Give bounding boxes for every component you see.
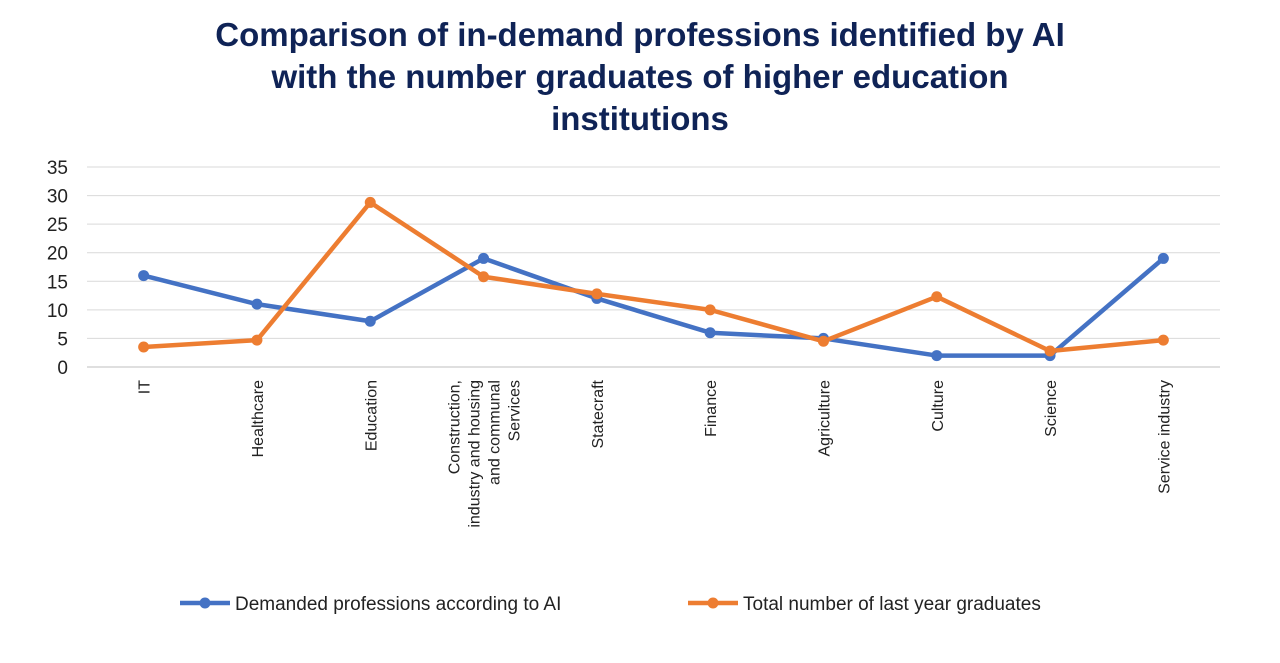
chart-title-line-1: Comparison of in-demand professions iden… xyxy=(215,16,1065,53)
data-point xyxy=(251,334,263,346)
data-point xyxy=(704,304,716,316)
data-point xyxy=(364,196,376,208)
x-tick-label: Service industry xyxy=(1156,380,1173,494)
x-tick-label-line: Science xyxy=(1043,380,1060,437)
legend: Demanded professions according to AI Tota… xyxy=(180,594,1041,615)
data-point xyxy=(931,350,943,362)
chart-title-line-2: with the number graduates of higher educ… xyxy=(271,58,1009,95)
y-tick-label: 25 xyxy=(47,215,68,236)
legend-label: Demanded professions according to AI xyxy=(235,594,561,615)
x-tick-label: Construction, industry and housing and com… xyxy=(447,380,524,528)
data-point xyxy=(364,315,376,327)
x-tick-label: IT xyxy=(137,380,154,394)
x-tick-label-line: Service industry xyxy=(1156,380,1173,494)
data-point xyxy=(931,291,943,303)
x-tick-label-line: Construction, xyxy=(447,380,464,474)
data-point xyxy=(138,270,150,282)
data-point xyxy=(478,271,490,283)
chart-title-line-3: institutions xyxy=(551,100,729,137)
x-tick-label-line: and communal xyxy=(487,380,504,485)
x-tick-label-line: industry and housing xyxy=(467,380,484,528)
y-tick-label: 30 xyxy=(47,187,68,208)
x-tick-label: Culture xyxy=(930,380,947,432)
data-point xyxy=(138,341,150,353)
y-tick-label: 0 xyxy=(57,358,68,379)
y-tick-label: 5 xyxy=(57,329,68,350)
x-tick-label: Education xyxy=(363,380,380,451)
x-axis: IT Healthcare Education Construction, indust… xyxy=(137,379,1174,527)
x-tick-label-line: IT xyxy=(137,380,154,394)
data-point xyxy=(704,327,716,339)
legend-label: Total number of last year graduates xyxy=(743,594,1041,615)
data-point xyxy=(251,298,263,310)
data-point xyxy=(817,335,829,347)
x-tick-label: Science xyxy=(1043,380,1060,437)
x-tick-label-line: Education xyxy=(363,380,380,451)
gridlines xyxy=(87,166,1220,368)
x-tick-label-line: Culture xyxy=(930,380,947,432)
x-tick-label-line: Agriculture xyxy=(816,380,833,457)
x-tick-label-line: Finance xyxy=(703,380,720,437)
x-tick-label: Agriculture xyxy=(816,380,833,457)
data-point xyxy=(478,252,490,264)
y-tick-label: 10 xyxy=(47,301,68,322)
data-point xyxy=(1044,345,1056,357)
y-axis: 0 5 10 15 20 25 30 35 xyxy=(47,158,68,379)
x-tick-label-line: Healthcare xyxy=(250,380,267,457)
x-tick-label: Healthcare xyxy=(250,380,267,457)
legend-marker xyxy=(707,597,719,609)
y-tick-label: 35 xyxy=(47,158,68,179)
y-tick-label: 15 xyxy=(47,272,68,293)
x-tick-label-line: Services xyxy=(507,380,524,441)
series-line-2 xyxy=(141,200,1166,354)
x-tick-label: Statecraft xyxy=(590,379,607,448)
chart-title: Comparison of in-demand professions iden… xyxy=(0,14,1280,140)
legend-marker xyxy=(199,597,211,609)
data-point xyxy=(1157,334,1169,346)
series-line-1 xyxy=(141,256,1166,358)
y-tick-label: 20 xyxy=(47,244,68,265)
x-tick-label-line: Statecraft xyxy=(590,379,607,448)
data-point xyxy=(1157,252,1169,264)
series-layer xyxy=(138,196,1169,362)
x-tick-label: Finance xyxy=(703,380,720,437)
data-point xyxy=(591,288,603,300)
